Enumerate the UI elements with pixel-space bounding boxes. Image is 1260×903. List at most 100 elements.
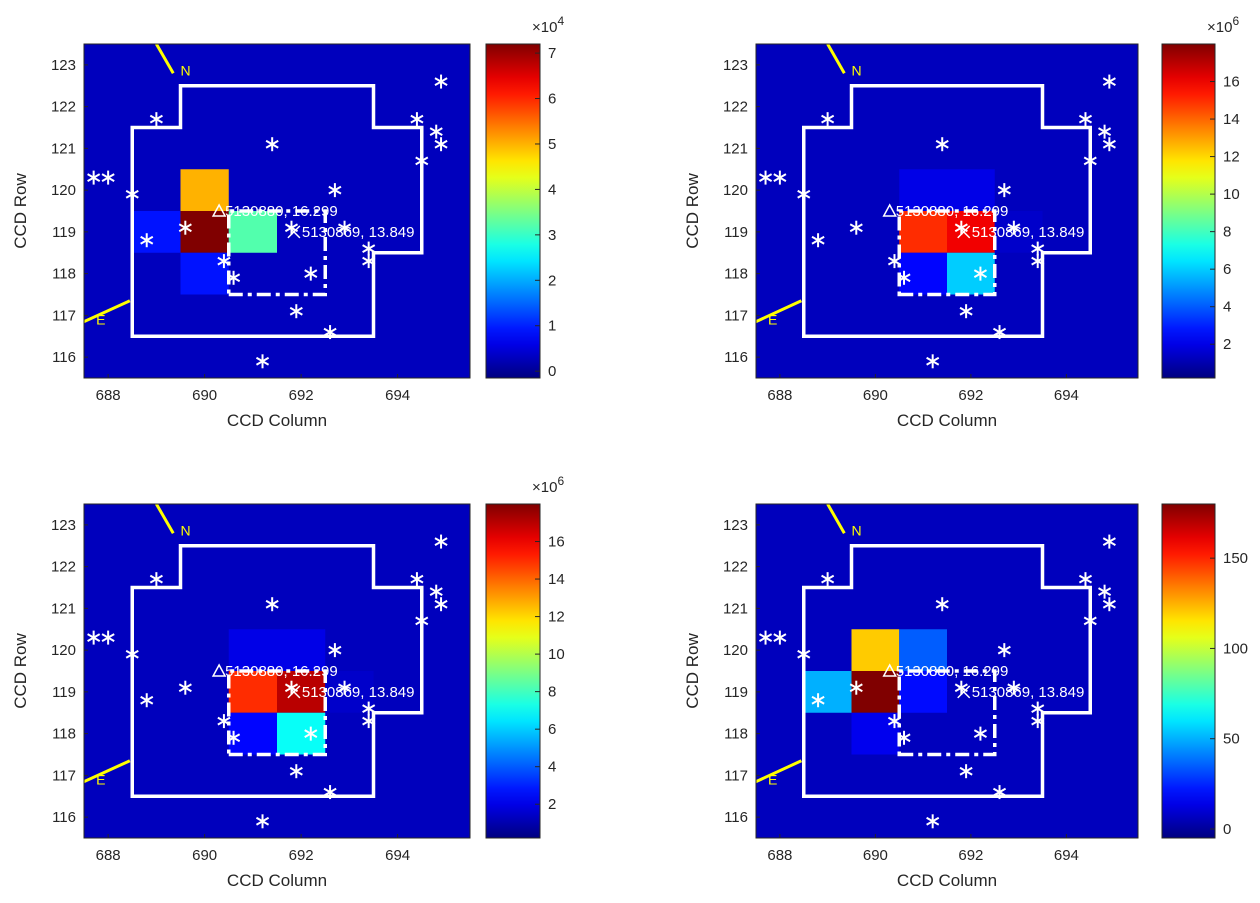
- x-tick-label: 690: [863, 847, 888, 864]
- colorbar-tick-label: 4: [548, 759, 556, 776]
- star-marker: [410, 112, 424, 127]
- star-marker: [362, 254, 376, 269]
- y-tick-label: 118: [724, 726, 748, 743]
- star-marker: [410, 572, 424, 587]
- optimal-aperture-outline: [130, 544, 424, 798]
- mask-outline: [227, 209, 327, 297]
- heatmap-cell: [803, 671, 852, 713]
- star-marker: [178, 220, 192, 235]
- colorbar-tick-label: 50: [1223, 731, 1240, 748]
- x-tick-label: 692: [958, 847, 983, 864]
- target-b-label: 5130869, 13.849: [302, 684, 415, 701]
- x-tick-label: 694: [1054, 847, 1079, 864]
- star-marker: [362, 714, 376, 729]
- x-axis-label: CCD Column: [227, 871, 327, 890]
- star-marker: [1098, 584, 1112, 599]
- star-marker: [887, 714, 902, 729]
- plot-area: N E 5130880, 16.299 5130869, 13.849: [756, 504, 1138, 838]
- x-axis-label: CCD Column: [897, 411, 997, 430]
- east-arrow: [756, 299, 802, 324]
- colorbar-tick-label: 10: [548, 646, 565, 663]
- star-marker: [337, 680, 352, 695]
- heatmap-cell: [180, 211, 229, 253]
- star-marker: [1083, 153, 1097, 168]
- heatmap-cell: [228, 712, 277, 755]
- colorbar-tick-label: 14: [1223, 111, 1240, 128]
- star-marker: [1007, 680, 1021, 695]
- north-label: N: [181, 62, 191, 78]
- y-tick-label: 123: [723, 57, 748, 74]
- star-marker: [265, 137, 279, 152]
- colorbar-tick-label: 7: [548, 45, 556, 62]
- x-tick-label: 692: [289, 847, 314, 864]
- target-triangle-marker: [211, 203, 227, 217]
- colorbar-tick-label: 6: [548, 721, 556, 738]
- panel-1: N E 5130880, 16.299 5130869, 13.849 688 690 69…: [11, 14, 564, 430]
- star-marker: [811, 233, 825, 248]
- star-marker: [323, 785, 337, 800]
- north-label: N: [852, 62, 862, 78]
- x-tick-label: 694: [385, 387, 410, 404]
- star-marker: [434, 597, 448, 612]
- y-axis-label: CCD Row: [11, 172, 30, 248]
- star-marker: [811, 693, 825, 708]
- star-marker: [227, 270, 241, 285]
- heatmap-cell: [899, 671, 947, 713]
- east-arrow: [756, 759, 802, 784]
- star-marker: [289, 304, 303, 319]
- star-marker: [997, 183, 1011, 198]
- plot-frame: [83, 43, 471, 379]
- y-tick-label: 117: [724, 767, 748, 784]
- colorbar-tick-label: 2: [548, 796, 556, 813]
- colorbar-tick-label: 0: [548, 363, 556, 380]
- colorbar-exponent-power: 6: [1232, 14, 1239, 28]
- heatmap-cell: [947, 211, 995, 253]
- x-tick-label: 690: [863, 387, 888, 404]
- star-marker: [997, 643, 1011, 658]
- colorbar-tick-label: 2: [1223, 336, 1231, 353]
- x-tick-label: 688: [767, 387, 792, 404]
- y-tick-label: 122: [51, 99, 76, 116]
- star-marker: [1031, 254, 1045, 269]
- target-triangle-marker: [882, 663, 897, 677]
- y-tick-label: 119: [52, 224, 76, 241]
- x-axis-label: CCD Column: [227, 411, 327, 430]
- y-tick-label: 121: [723, 600, 748, 617]
- mask-outline: [897, 669, 997, 757]
- x-tick-label: 694: [385, 847, 410, 864]
- colorbar-exponent-base: ×10: [532, 479, 557, 496]
- east-arrow: [84, 759, 131, 784]
- star-marker: [255, 814, 270, 829]
- star-marker: [140, 693, 154, 708]
- panel-3: N E 5130880, 16.299 5130869, 13.849 688 690 69…: [11, 474, 565, 890]
- colorbar-tick-label: 5: [548, 136, 556, 153]
- y-tick-label: 117: [52, 307, 76, 324]
- star-marker: [255, 354, 270, 369]
- star-marker: [849, 680, 863, 695]
- east-label: E: [96, 772, 105, 788]
- colorbar-tick-label: 6: [548, 91, 556, 108]
- y-tick-label: 119: [724, 684, 748, 701]
- panel-2: N E 5130880, 16.299 5130869, 13.849 688 690 69…: [683, 14, 1240, 430]
- heatmap-cell: [228, 629, 277, 671]
- colorbar-tick-label: 8: [1223, 224, 1231, 241]
- colorbar-tick-label: 150: [1223, 550, 1248, 567]
- mask-outline: [897, 209, 997, 297]
- x-axis-label: CCD Column: [897, 871, 997, 890]
- plot-area: N E 5130880, 16.299 5130869, 13.849: [756, 44, 1138, 378]
- star-marker: [1007, 220, 1021, 235]
- star-marker: [434, 534, 448, 549]
- colorbar: [485, 43, 541, 379]
- target-x-marker: [287, 685, 301, 699]
- x-tick-label: 692: [289, 387, 314, 404]
- star-marker: [429, 124, 443, 139]
- x-tick-label: 690: [192, 847, 217, 864]
- star-marker: [328, 643, 342, 658]
- y-tick-label: 118: [52, 726, 76, 743]
- star-marker: [125, 647, 139, 662]
- colorbar-tick-label: 100: [1223, 640, 1248, 657]
- north-label: N: [181, 522, 191, 538]
- colorbar-exponent-power: 6: [557, 474, 564, 488]
- star-marker: [217, 714, 231, 729]
- y-tick-label: 118: [52, 266, 76, 283]
